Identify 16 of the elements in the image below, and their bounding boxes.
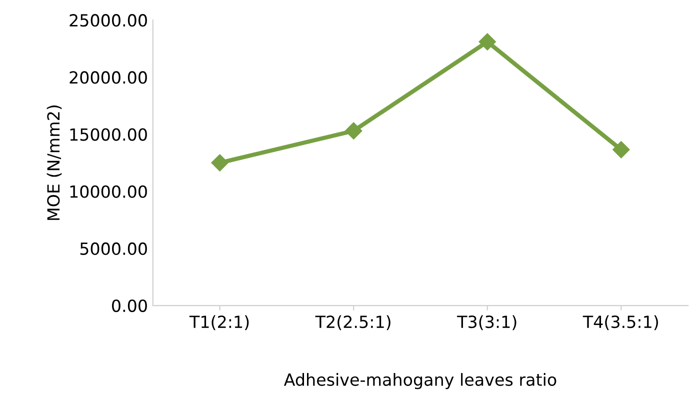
x-tick-label: T4(3.5:1): [582, 315, 658, 330]
y-tick-label: 15000.00: [70, 128, 147, 141]
y-tick-label: 5000.00: [80, 242, 147, 256]
y-axis-title: MOE (N/mm2): [46, 106, 62, 220]
point: [612, 141, 630, 158]
y-tick-label: 10000.00: [70, 185, 147, 198]
y-tick-label: 20000.00: [70, 71, 147, 84]
x-tick-label: T2(2.5:1): [315, 315, 390, 330]
point: [478, 33, 496, 50]
x-axis-title: Adhesive-mahogany leaves ratio: [284, 373, 556, 390]
point: [345, 122, 362, 140]
y-tick-label: 0.00: [112, 299, 147, 312]
x-tick-label: T1(2:1): [189, 315, 249, 330]
y-tick-label: 25000.00: [70, 14, 147, 27]
x-tick-label: T3(3:1): [457, 315, 516, 330]
point: [211, 154, 228, 172]
